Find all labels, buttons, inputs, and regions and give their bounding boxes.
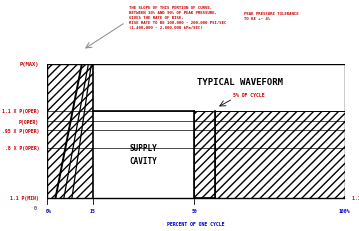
Text: SUPPLY
CAVITY: SUPPLY CAVITY <box>130 144 157 165</box>
Text: 0: 0 <box>33 206 36 211</box>
Text: 100%: 100% <box>339 208 350 213</box>
Text: PERCENT OF ONE CYCLE: PERCENT OF ONE CYCLE <box>167 221 224 226</box>
Text: TYPICAL WAVEFORM: TYPICAL WAVEFORM <box>197 78 283 87</box>
Polygon shape <box>47 65 93 198</box>
Polygon shape <box>215 111 345 198</box>
Text: P(OPER): P(OPER) <box>19 119 39 124</box>
Polygon shape <box>194 111 215 198</box>
Text: .8 X P(OPER): .8 X P(OPER) <box>5 146 39 151</box>
Text: 15: 15 <box>90 208 96 213</box>
Polygon shape <box>93 65 194 111</box>
Polygon shape <box>93 111 194 198</box>
Text: 1.1 P(MIN): 1.1 P(MIN) <box>352 195 359 200</box>
Text: P(MAX): P(MAX) <box>20 62 39 67</box>
Text: 1.1 P(MIN): 1.1 P(MIN) <box>10 195 39 200</box>
Text: 50: 50 <box>191 208 197 213</box>
Text: THE SLOPE OF THIS PORTION OF CURVE,
BETWEEN 10% AND 90% OF PEAK PRESSURE,
GIVES : THE SLOPE OF THIS PORTION OF CURVE, BETW… <box>129 6 227 30</box>
Text: 5% OF CYCLE: 5% OF CYCLE <box>233 93 265 98</box>
Text: .95 X P(OPER): .95 X P(OPER) <box>2 128 39 133</box>
Text: 0%: 0% <box>45 208 51 213</box>
Text: 1.1 X P(OPER): 1.1 X P(OPER) <box>2 109 39 114</box>
Text: PEAK PRESSURE TOLERANCE
TO BE +- 4%: PEAK PRESSURE TOLERANCE TO BE +- 4% <box>244 12 299 21</box>
